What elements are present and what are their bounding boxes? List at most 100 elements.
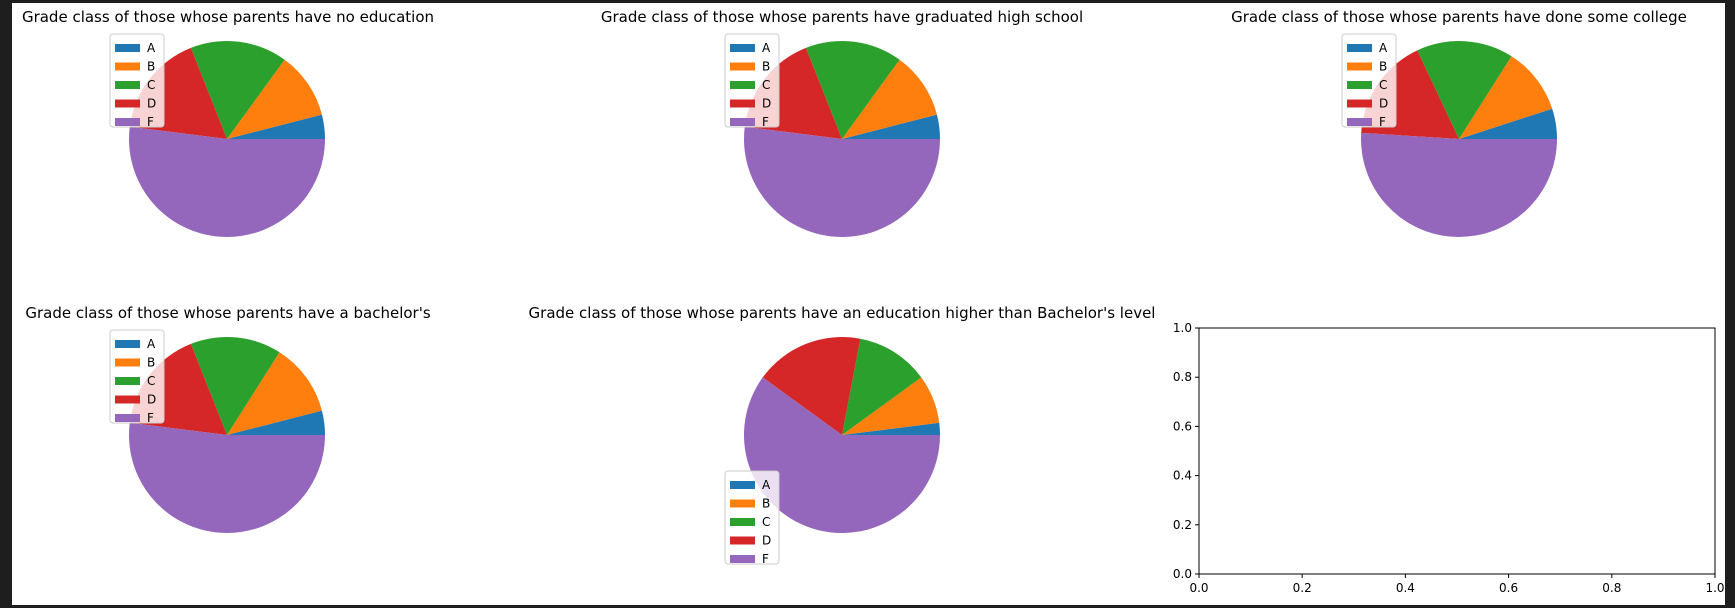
empty-axes: 0.0 0.2 0.4 0.6 0.8 1.0 0.0 0.2 0.4 0.6 0.8 1.0 — [1173, 321, 1725, 595]
legend-label-f: F — [147, 411, 154, 425]
y-tick-label: 1.0 — [1173, 321, 1192, 335]
y-tick-label: 0.2 — [1173, 518, 1192, 532]
chart-canvas: Grade class of those whose parents have … — [22, 8, 1725, 595]
legend-label-b: B — [1379, 60, 1387, 74]
pie-slice-c — [190, 336, 280, 435]
legend-label-d: D — [762, 534, 771, 548]
legend-label-f: F — [762, 115, 769, 129]
legend-label-d: D — [1379, 97, 1388, 111]
pie-slice-f — [128, 126, 325, 237]
legend-swatch-b — [1347, 62, 1372, 71]
y-tick-label: 0.6 — [1173, 419, 1192, 433]
chart-title: Grade class of those whose parents have … — [529, 304, 1156, 322]
pie-slice-c — [805, 40, 900, 139]
x-tick-label: 0.2 — [1293, 581, 1312, 595]
legend-label-c: C — [762, 515, 770, 529]
legend-swatch-b — [115, 62, 140, 71]
pie-chart-3: Grade class of those whose parents have … — [1231, 8, 1687, 237]
legend-swatch-d — [115, 99, 140, 108]
legend-label-b: B — [147, 356, 155, 370]
x-tick-label: 0.4 — [1396, 581, 1415, 595]
pie-slice-c — [1417, 41, 1512, 140]
pie-slice-c — [190, 40, 285, 139]
pie-slice-a — [227, 114, 325, 139]
x-tick-label: 0.6 — [1499, 581, 1518, 595]
pie-chart-5: Grade class of those whose parents have … — [529, 304, 1156, 566]
legend-label-b: B — [762, 497, 770, 511]
chart-title: Grade class of those whose parents have … — [25, 304, 430, 322]
y-tick-label: 0.4 — [1173, 469, 1192, 483]
legend-label-a: A — [1379, 41, 1388, 55]
y-tick-label: 0.8 — [1173, 370, 1192, 384]
legend-swatch-d — [115, 395, 140, 404]
pie-slice-f — [744, 377, 940, 534]
legend-label-a: A — [762, 478, 771, 492]
legend-swatch-a — [730, 481, 755, 489]
pie-chart-2: Grade class of those whose parents have … — [601, 8, 1083, 237]
y-tick-label: 0.0 — [1173, 567, 1192, 581]
x-tick-label: 1.0 — [1705, 581, 1724, 595]
legend-label-c: C — [1379, 78, 1387, 92]
pie-slice-f — [744, 126, 940, 237]
legend-swatch-d — [730, 99, 755, 108]
axes-frame — [1198, 327, 1716, 575]
pie-slice-f — [1361, 132, 1557, 237]
legend-swatch-b — [730, 62, 755, 71]
legend-label-d: D — [147, 393, 156, 407]
legend-swatch-b — [730, 499, 755, 508]
legend-swatch-a — [115, 44, 140, 52]
chart-title: Grade class of those whose parents have … — [1231, 8, 1687, 26]
legend-label-a: A — [147, 41, 156, 55]
legend-label-a: A — [762, 41, 771, 55]
pie-slice-b — [227, 352, 322, 435]
legend-label-c: C — [147, 374, 155, 388]
legend-swatch-c — [115, 81, 140, 89]
legend-swatch-f — [730, 118, 755, 126]
legend-swatch-c — [115, 377, 140, 385]
legend-swatch-f — [730, 555, 755, 563]
legend-label-f: F — [1379, 115, 1386, 129]
legend-swatch-b — [115, 358, 140, 367]
legend-label-c: C — [147, 78, 155, 92]
pie-slice-b — [1459, 56, 1553, 140]
figure: Grade class of those whose parents have … — [12, 3, 1725, 605]
legend-swatch-c — [730, 81, 755, 89]
pie-slice-b — [227, 59, 322, 139]
legend-label-f: F — [762, 552, 769, 566]
legend-swatch-f — [115, 118, 140, 126]
x-tick-label: 0.0 — [1189, 581, 1208, 595]
legend-swatch-d — [730, 536, 755, 545]
legend-swatch-f — [1347, 118, 1372, 126]
pie-slice-d — [762, 337, 861, 435]
legend-label-c: C — [762, 78, 770, 92]
legend-swatch-d — [1347, 99, 1372, 108]
pie-slice-a — [1459, 108, 1557, 139]
pie-slice-c — [842, 338, 922, 435]
legend-label-d: D — [762, 97, 771, 111]
pie-slice-a — [227, 410, 325, 435]
pie-slice-b — [842, 59, 937, 139]
legend-swatch-f — [115, 414, 140, 422]
pie-slice-f — [128, 422, 325, 533]
pie-chart-4: Grade class of those whose parents have … — [25, 304, 431, 533]
legend-swatch-a — [115, 340, 140, 348]
pie-slice-a — [842, 422, 940, 435]
legend-swatch-c — [1347, 81, 1372, 89]
chart-title: Grade class of those whose parents have … — [22, 8, 434, 26]
pie-chart-1: Grade class of those whose parents have … — [22, 8, 434, 237]
legend-label-b: B — [147, 60, 155, 74]
legend-swatch-a — [1347, 44, 1372, 52]
legend-label-a: A — [147, 337, 156, 351]
legend-label-f: F — [147, 115, 154, 129]
x-tick-label: 0.8 — [1602, 581, 1621, 595]
legend-swatch-c — [730, 518, 755, 526]
legend-label-d: D — [147, 97, 156, 111]
legend-swatch-a — [730, 44, 755, 52]
pie-slice-b — [842, 377, 940, 435]
chart-title: Grade class of those whose parents have … — [601, 8, 1083, 26]
